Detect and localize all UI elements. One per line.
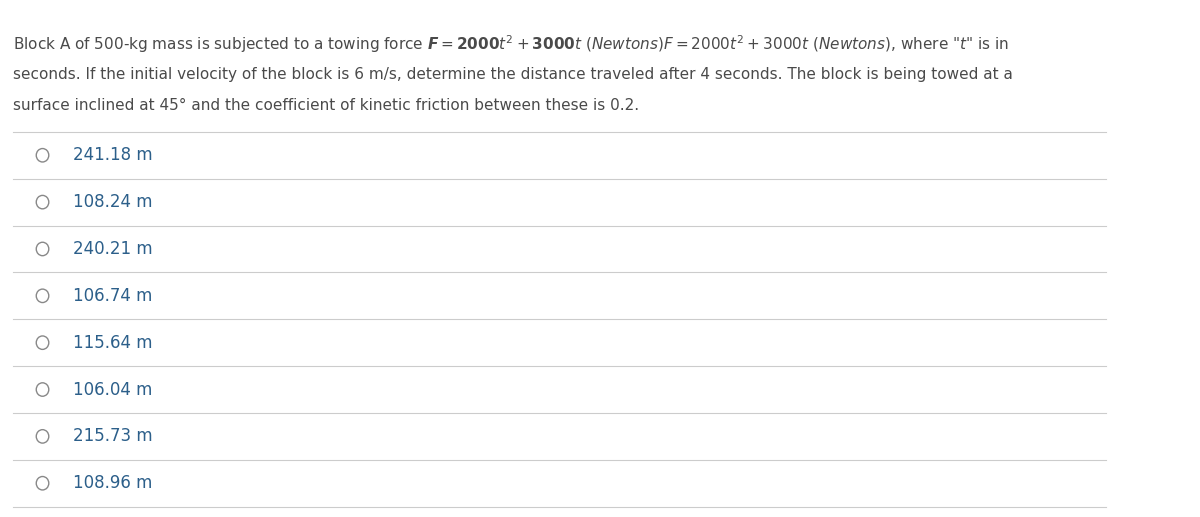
Text: 115.64 m: 115.64 m — [73, 333, 152, 352]
Text: 106.74 m: 106.74 m — [73, 287, 152, 305]
Text: 106.04 m: 106.04 m — [73, 381, 152, 399]
Text: 241.18 m: 241.18 m — [73, 146, 152, 164]
Text: Block A of 500-kg mass is subjected to a towing force $\boldsymbol{F} = \mathbf{: Block A of 500-kg mass is subjected to a… — [13, 34, 1009, 55]
Text: 215.73 m: 215.73 m — [73, 428, 152, 445]
Text: 108.96 m: 108.96 m — [73, 474, 152, 492]
Text: surface inclined at 45° and the coefficient of kinetic friction between these is: surface inclined at 45° and the coeffici… — [13, 98, 640, 113]
Text: 240.21 m: 240.21 m — [73, 240, 152, 258]
Text: seconds. If the initial velocity of the block is 6 m/s, determine the distance t: seconds. If the initial velocity of the … — [13, 67, 1013, 82]
Text: 108.24 m: 108.24 m — [73, 193, 152, 211]
